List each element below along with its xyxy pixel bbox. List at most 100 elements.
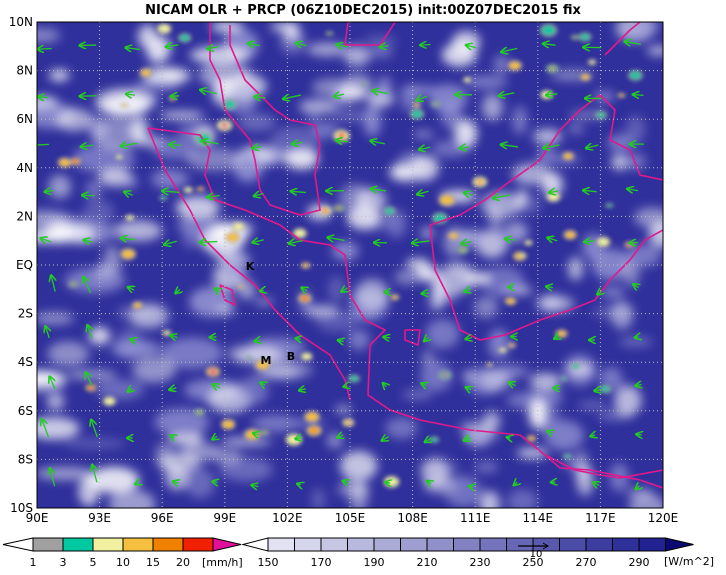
cloud — [176, 196, 220, 219]
legend-box — [427, 538, 454, 551]
x-axis-label: 108E — [397, 511, 428, 525]
rain-cell — [134, 303, 142, 308]
rain-cell — [392, 295, 398, 299]
rain-cell — [550, 67, 555, 71]
cloud — [355, 189, 386, 212]
wind-arrow — [422, 293, 429, 294]
rain-cell — [72, 283, 75, 286]
cloud — [111, 340, 161, 357]
rain-cell — [607, 204, 612, 207]
cloud — [95, 88, 154, 116]
wind-arrow — [636, 434, 641, 435]
rain-cell — [302, 296, 307, 300]
rain-cell — [363, 83, 365, 85]
y-axis-label: 4N — [16, 161, 33, 175]
legend-box — [374, 538, 401, 551]
cloud — [462, 371, 474, 380]
cloud — [134, 81, 180, 91]
cloud — [429, 84, 467, 113]
cloud — [159, 452, 199, 473]
legend-box — [639, 538, 666, 551]
y-axis-label: 10S — [10, 501, 33, 515]
title: NICAM OLR + PRCP (06Z10DEC2015) init:00Z… — [145, 3, 581, 18]
cloud — [190, 46, 249, 63]
x-axis-label: 120E — [648, 511, 679, 525]
place-label: M — [261, 354, 272, 367]
rain-cell — [234, 223, 244, 230]
cloud — [285, 148, 319, 169]
rain-cell — [117, 155, 122, 159]
rain-cell — [328, 33, 330, 35]
cloud — [530, 373, 562, 389]
rain-cell — [434, 103, 438, 106]
legend-triangle — [213, 538, 241, 551]
rain-cell — [239, 285, 243, 288]
cloud — [466, 271, 491, 285]
legend-box — [268, 538, 295, 551]
legend-label: 10 — [116, 556, 130, 569]
cloud — [479, 370, 512, 390]
cloud — [406, 259, 430, 269]
rain-cell — [506, 298, 515, 304]
cloud — [413, 130, 433, 138]
y-axis-label: 10N — [9, 15, 33, 29]
x-axis-label: 102E — [272, 511, 303, 525]
cloud — [109, 490, 155, 520]
rain-cell — [565, 231, 575, 238]
rain-cell — [323, 209, 328, 213]
rain-cell — [210, 369, 216, 374]
legend-box — [93, 538, 123, 551]
precip-unit: [mm/h] — [202, 556, 243, 569]
x-axis-label: 99E — [213, 511, 236, 525]
cloud — [63, 438, 125, 449]
rain-cell — [122, 250, 135, 259]
rain-cell — [262, 431, 265, 434]
cloud — [214, 449, 241, 464]
legend-box — [295, 538, 322, 551]
legend-label: 290 — [629, 556, 650, 569]
rain-cell — [73, 160, 77, 163]
wind-arrow — [507, 437, 510, 438]
y-axis-label: 6S — [18, 404, 33, 418]
legend-label: 3 — [60, 556, 67, 569]
wind-arrow — [296, 338, 301, 339]
y-axis-label: 6N — [16, 112, 33, 126]
rain-cell — [630, 71, 641, 79]
cloud — [578, 401, 607, 410]
rain-cell — [338, 133, 345, 139]
legend-box — [348, 538, 375, 551]
rain-cell — [601, 386, 610, 392]
rain-cell — [520, 254, 525, 257]
legend-box — [454, 538, 481, 551]
rain-cell — [619, 94, 624, 97]
cloud — [355, 279, 389, 310]
rain-cell — [442, 373, 447, 377]
cloud — [34, 312, 74, 325]
cloud — [533, 129, 562, 144]
y-axis-label: 4S — [18, 355, 33, 369]
wind-arrow — [420, 44, 430, 45]
rain-cell — [565, 454, 571, 458]
cloud — [132, 357, 175, 382]
legend-box — [183, 538, 213, 551]
rain-cell — [104, 398, 114, 405]
rain-cell — [574, 36, 577, 38]
cloud — [27, 417, 79, 440]
cloud — [619, 337, 652, 346]
legend-label: 1 — [30, 556, 37, 569]
rain-cell — [311, 428, 317, 433]
cloud — [378, 76, 392, 100]
cloud — [488, 329, 509, 359]
legend-box — [613, 538, 640, 551]
rain-cell — [302, 263, 309, 268]
wind-arrow — [200, 242, 217, 243]
x-axis-label: 111E — [460, 511, 491, 525]
rain-cell — [89, 386, 93, 389]
rain-cell — [59, 159, 70, 167]
cloud — [73, 144, 135, 173]
rain-cell — [573, 364, 580, 369]
rain-cell — [224, 101, 235, 109]
cloud — [56, 108, 93, 131]
cloud — [66, 370, 116, 379]
legend-box — [33, 538, 63, 551]
